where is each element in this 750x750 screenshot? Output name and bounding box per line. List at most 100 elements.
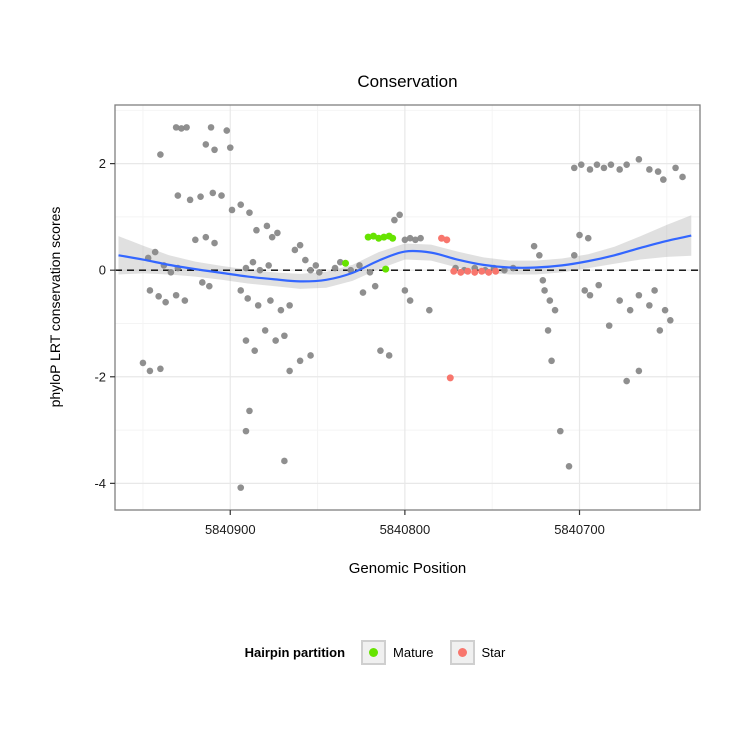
point-other	[237, 484, 245, 491]
mature-dot-icon	[369, 648, 379, 657]
point-other	[272, 337, 279, 344]
point-other	[296, 357, 304, 365]
point-other	[267, 297, 274, 304]
y-tick-label: 0	[99, 263, 106, 278]
point-star	[457, 268, 465, 276]
y-tick-label: 2	[99, 156, 106, 171]
point-other	[281, 332, 288, 340]
point-other	[157, 365, 164, 373]
point-other	[623, 161, 630, 168]
point-other	[242, 427, 250, 435]
y-tick-label: -2	[94, 369, 106, 384]
point-star	[464, 267, 472, 275]
point-mature	[375, 234, 383, 242]
point-other	[607, 161, 615, 168]
point-other	[146, 287, 154, 294]
point-other	[426, 306, 433, 314]
point-other	[172, 124, 180, 131]
point-other	[570, 164, 578, 172]
point-other	[377, 347, 384, 354]
legend-entry-mature: Mature	[361, 640, 434, 665]
point-other	[616, 297, 623, 304]
point-other	[181, 297, 189, 304]
point-other	[366, 269, 374, 276]
point-mature	[342, 259, 350, 267]
point-other	[155, 293, 162, 300]
point-other	[268, 233, 276, 241]
point-other	[211, 239, 218, 247]
point-other	[242, 264, 250, 272]
point-other	[209, 189, 217, 197]
point-other	[417, 234, 424, 242]
point-mature	[382, 265, 390, 273]
point-mature	[389, 234, 397, 242]
point-other	[406, 234, 414, 242]
point-other	[501, 266, 508, 274]
point-other	[167, 269, 175, 276]
point-other	[593, 161, 601, 168]
point-other	[197, 193, 204, 200]
point-other	[541, 287, 548, 294]
point-other	[586, 291, 594, 299]
point-other	[646, 302, 653, 309]
point-other	[584, 234, 592, 242]
point-other	[412, 236, 419, 244]
point-other	[359, 289, 367, 296]
point-other	[401, 236, 409, 244]
smooth-line	[118, 234, 692, 283]
star-dot-icon	[457, 648, 467, 657]
point-other	[672, 164, 679, 172]
point-other	[183, 124, 190, 131]
point-other	[302, 256, 309, 264]
point-other	[605, 322, 613, 329]
point-other	[667, 316, 674, 324]
point-other	[186, 196, 194, 204]
point-other	[174, 192, 182, 199]
point-other	[178, 125, 185, 132]
point-other	[391, 216, 398, 224]
point-other	[576, 231, 583, 239]
point-other	[207, 124, 215, 131]
point-other	[401, 287, 409, 294]
point-other	[263, 222, 271, 230]
legend-key-star	[449, 640, 475, 665]
point-other	[291, 246, 299, 254]
point-other	[205, 282, 213, 290]
point-other	[265, 262, 272, 269]
point-star	[450, 267, 458, 275]
legend-label-star: Star	[481, 645, 506, 660]
point-other	[254, 302, 262, 309]
point-other	[242, 337, 250, 344]
point-other	[551, 306, 559, 314]
point-other	[536, 251, 543, 259]
point-other	[336, 258, 344, 266]
y-tick-label: -4	[94, 476, 106, 491]
point-other	[237, 287, 245, 294]
point-other	[530, 242, 538, 250]
legend: Hairpin partition Mature Star	[0, 640, 750, 665]
point-other	[172, 291, 180, 299]
point-other	[211, 146, 218, 154]
point-other	[626, 306, 634, 314]
point-other	[331, 264, 339, 272]
point-other	[218, 192, 225, 199]
point-other	[253, 226, 260, 234]
legend-title: Hairpin partition	[244, 645, 346, 660]
point-other	[586, 166, 594, 173]
point-other	[556, 427, 564, 435]
point-other	[199, 279, 206, 286]
point-other	[581, 287, 589, 294]
point-star	[446, 374, 454, 382]
point-other	[202, 141, 210, 148]
point-other	[660, 176, 667, 183]
point-mature	[369, 232, 377, 240]
point-other	[286, 367, 293, 375]
point-other	[296, 241, 304, 249]
plot-title: Conservation	[357, 72, 458, 91]
point-other	[151, 248, 159, 256]
point-other	[274, 229, 281, 237]
point-other	[635, 156, 643, 163]
point-mature	[364, 233, 372, 241]
point-star	[478, 267, 486, 275]
